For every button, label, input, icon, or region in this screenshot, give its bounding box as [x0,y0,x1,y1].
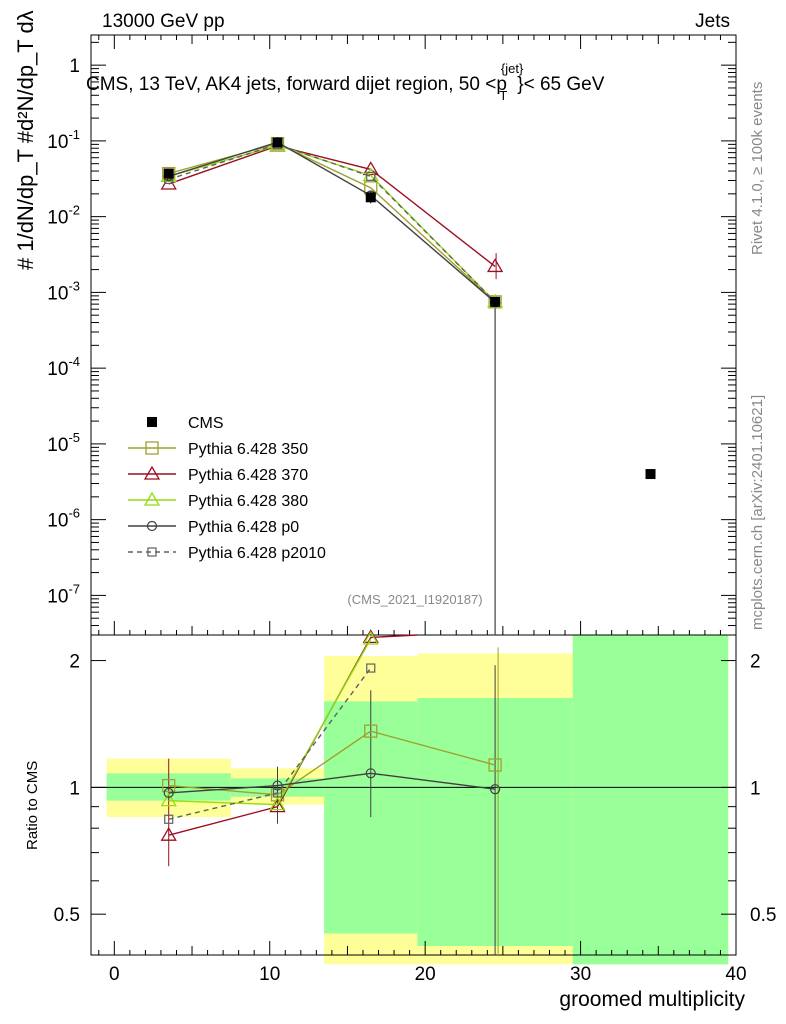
y-tick-exp: -6 [68,506,80,521]
y-tick-base: 10 [47,208,68,229]
ratio-line-p2010 [168,667,372,820]
mcplots-label: mcplots.cern.ch [arXiv:2401.10621] [749,395,766,630]
ratio-series-group [160,629,502,955]
y-tick-base: 10 [47,511,68,532]
y-tick-base: 10 [47,435,68,456]
data-point-cms [163,168,174,179]
ratio-point-p2010 [366,663,376,673]
plot-title-superscript: {jet} [501,61,524,76]
data-point-cms [645,469,656,480]
ratio-point-p380 [269,796,286,811]
y-tick-label-main: 10-1 [47,127,80,153]
y-tick-label-ratio-right: 0.5 [750,905,776,926]
y-tick-base: 10 [47,283,68,304]
ratio-point-p0 [163,787,174,799]
ratio-line-p380 [168,638,372,806]
ratio-line-p350 [168,730,496,796]
y-tick-label-ratio-right: 2 [750,652,761,673]
y-tick-label-ratio: 1 [69,778,80,799]
category-label: Jets [695,11,730,32]
data-point-cms [490,296,501,307]
y-tick-base: 10 [47,586,68,607]
main-y-axis-label-text: # 1/dN/dp_T #d²N/dp_T dλ [13,10,38,270]
ratio-uncertainty-bands [106,635,729,965]
ratio-point-p350 [364,724,378,738]
y-tick-label-main: 10-7 [47,581,80,607]
data-point-p370 [362,161,379,176]
y-tick-label-main: 10-5 [47,430,80,456]
y-tick-label-ratio: 2 [69,652,80,673]
y-tick-exp: -5 [68,430,80,445]
rivet-version-label: Rivet 4.1.0, ≥ 100k events [749,82,766,255]
y-tick-exp: -4 [68,354,80,369]
plot-title-main: CMS, 13 TeV, AK4 jets, forward dijet reg… [86,74,507,95]
y-tick-exp: -1 [68,127,80,142]
legend-label-p0: Pythia 6.428 p0 [188,519,299,536]
legend-marker-p350 [145,441,159,455]
y-tick-label-ratio-right: 1 [750,778,761,799]
ratio-point-p0 [489,784,501,795]
y-tick-base: 10 [47,132,68,153]
y-tick-label-ratio: 0.5 [54,905,80,926]
ratio-point-p2010 [164,814,174,824]
x-tick-label: 0 [109,964,120,985]
y-tick-label-main: 10-3 [47,278,80,304]
ratio-point-p350 [488,758,502,772]
ratio-line-p0 [168,772,496,794]
y-tick-label-main: 10-2 [47,203,80,229]
x-tick-label: 40 [725,964,746,985]
ratio-point-p350 [162,778,176,793]
x-tick-label: 10 [259,964,280,985]
plot-title: CMS, 13 TeV, AK4 jets, forward dijet reg… [86,61,605,103]
legend-label-p370: Pythia 6.428 370 [188,467,308,484]
plot-title-subscript: T [499,88,507,103]
y-tick-exp: -3 [68,278,80,293]
band-inner-4 [572,635,729,965]
main-series-group [160,136,656,635]
ratio-y-axis-label: Ratio to CMS [24,761,41,850]
legend: CMS Pythia 6.428 350 Pythia 6.428 370 Pythi… [128,415,326,562]
data-point-p350 [162,166,176,181]
y-tick-label-main: 10-4 [47,354,80,380]
legend-label-p2010: Pythia 6.428 p2010 [188,545,326,562]
data-point-p2010 [366,171,376,181]
series-line-p370 [168,145,496,268]
x-tick-label: 20 [415,964,436,985]
x-tick-label: 30 [570,964,591,985]
series-line-p2010 [168,143,496,303]
energy-label: 13000 GeV pp [102,11,225,32]
y-tick-base: 10 [47,359,68,380]
ratio-point-p2010 [272,788,283,798]
legend-marker-p380 [143,491,161,506]
ratio-point-p380 [160,792,177,807]
ratio-point-p0 [272,780,283,791]
ratio-point-p370 [269,798,286,813]
legend-label-cms: CMS [188,415,224,432]
y-tick-label-main: 10-6 [47,506,80,532]
series-line-p0 [168,141,496,303]
plot-title-end: }< 65 GeV [517,74,604,95]
data-point-cms [365,192,376,203]
ratio-point-p380 [362,630,379,645]
main-y-axis-label: # 1/dN/dp_T #d²N/dp_T dλ [13,10,38,270]
legend-marker-p370 [143,465,161,480]
analysis-watermark: (CMS_2021_I1920187) [347,592,482,607]
legend-label-p380: Pythia 6.428 380 [188,493,308,510]
data-point-cms [272,137,283,148]
ratio-point-p0 [365,768,376,779]
y-tick-label-main: 1 [69,56,80,77]
legend-marker-cms [147,417,157,427]
legend-label-p350: Pythia 6.428 350 [188,441,308,458]
y-tick-exp: -2 [68,203,80,218]
data-point-p370 [486,258,504,273]
y-tick-exp: -7 [68,581,80,596]
x-axis-label: groomed multiplicity [559,988,745,1011]
axis-tick-labels: 0 10 20 30 40110-110-210-310-410-510-610-70.… [47,56,776,985]
legend-marker-p2010 [147,547,157,557]
ratio-point-p370 [362,629,379,644]
ratio-point-p370 [160,826,177,841]
legend-marker-p0 [146,520,158,532]
